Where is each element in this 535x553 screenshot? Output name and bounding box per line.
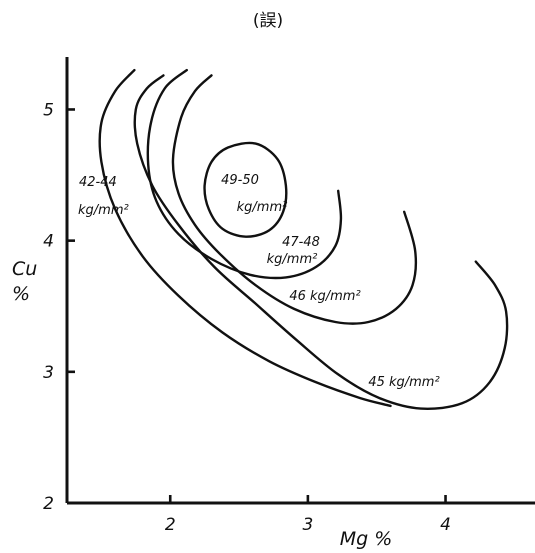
contour-label-0-0: 49-50 <box>221 173 259 188</box>
chart-title: (誤) <box>253 11 283 31</box>
contour-label-2-0: 46 kg/mm² <box>289 289 360 304</box>
contour-labels: 49-50 kg/mm² 47-48 kg/mm² 46 kg/mm² 45 kg/mm²… <box>78 173 440 390</box>
y-tick-label: 2 <box>43 494 54 514</box>
y-tick-label: 5 <box>43 100 54 120</box>
contour-label-0-1: kg/mm² <box>237 200 288 215</box>
x-axis-label: Mg % <box>340 528 393 550</box>
x-tick-label: 3 <box>302 515 313 535</box>
contour-label-3-0: 45 kg/mm² <box>368 375 439 390</box>
contour-label-4-1: kg/mm² <box>78 203 129 218</box>
contour-lines <box>98 68 509 410</box>
axes <box>65 57 535 505</box>
contour-line-3 <box>133 74 509 410</box>
contour-line-2 <box>171 74 418 325</box>
x-tick-label: 4 <box>440 515 451 535</box>
ticks: 2 3 4 2 3 4 5 <box>43 100 451 535</box>
x-tick-label: 2 <box>165 515 176 535</box>
y-axis-label-line2: % <box>12 283 30 305</box>
contour-label-4-0: 42-44 <box>79 175 117 190</box>
contour-label-1-0: 47-48 <box>282 235 320 250</box>
contour-line-4 <box>98 68 392 408</box>
contour-line-0 <box>203 141 288 238</box>
y-tick-label: 4 <box>43 232 54 252</box>
y-tick-label: 3 <box>43 363 54 383</box>
contour-line-1 <box>146 68 343 280</box>
y-axis-label-line1: Cu <box>12 258 37 280</box>
contour-label-1-1: kg/mm² <box>267 252 318 267</box>
